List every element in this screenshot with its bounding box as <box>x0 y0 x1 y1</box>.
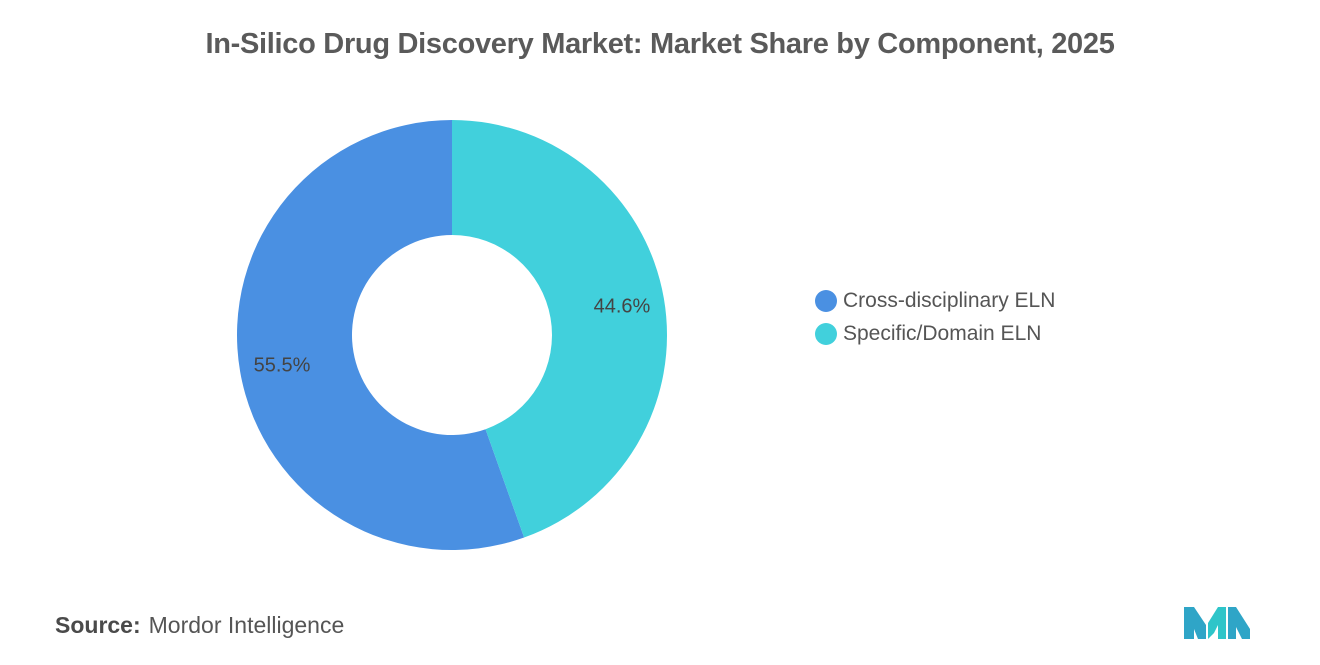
donut-slice-0[interactable] <box>237 120 525 550</box>
legend-swatch-icon <box>815 289 837 312</box>
slice-value-label-0: 55.5% <box>254 354 311 376</box>
donut-slice-1[interactable] <box>452 120 668 538</box>
legend-swatch-icon <box>815 322 837 345</box>
chart-title: In-Silico Drug Discovery Market: Market … <box>205 28 1115 60</box>
donut-slice-labels: 55.5% 44.6% <box>254 296 651 377</box>
source-note: Source: Mordor Intelligence <box>55 612 344 639</box>
legend-item-cross-disciplinary[interactable]: Cross-disciplinary ELN <box>815 284 1055 317</box>
source-key: Source: <box>55 612 141 638</box>
chart-legend: Cross-disciplinary ELN Specific/Domain E… <box>815 284 1055 350</box>
source-value: Mordor Intelligence <box>148 612 345 638</box>
slice-value-label-1: 44.6% <box>594 296 651 318</box>
donut-slices <box>237 120 668 550</box>
legend-item-specific-domain[interactable]: Specific/Domain ELN <box>815 317 1055 350</box>
legend-label: Specific/Domain ELN <box>843 321 1042 345</box>
legend-label: Cross-disciplinary ELN <box>843 288 1056 312</box>
mordor-intelligence-logo-icon <box>1184 607 1250 639</box>
